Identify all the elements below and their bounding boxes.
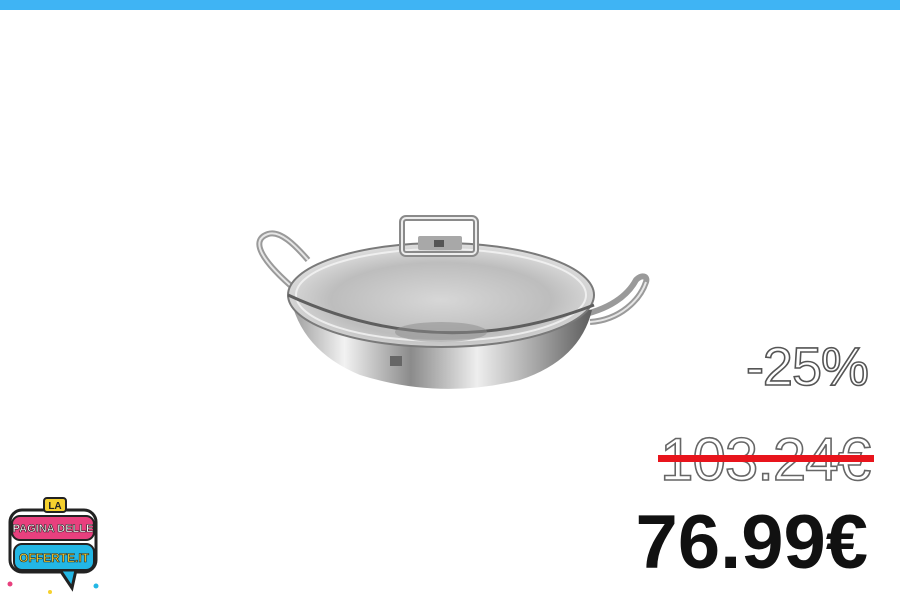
logo-line3: OFFERTE.IT [19,551,90,565]
strikethrough-line [658,455,874,462]
logo-line1: LA [48,501,61,512]
wok-product-image [256,215,650,389]
logo-pink-band [11,515,95,541]
discount-percentage: -25% [745,337,870,397]
site-logo: LA PAGINA DELLE OFFERTE.IT [6,496,102,596]
top-accent-bar [0,0,900,10]
logo-blue-band [13,543,95,571]
new-price: 76.99€ [635,500,868,585]
old-price-block: 103.24€ [658,429,874,490]
logo-icon: LA PAGINA DELLE OFFERTE.IT [7,497,99,594]
logo-line2: PAGINA DELLE [13,523,94,535]
